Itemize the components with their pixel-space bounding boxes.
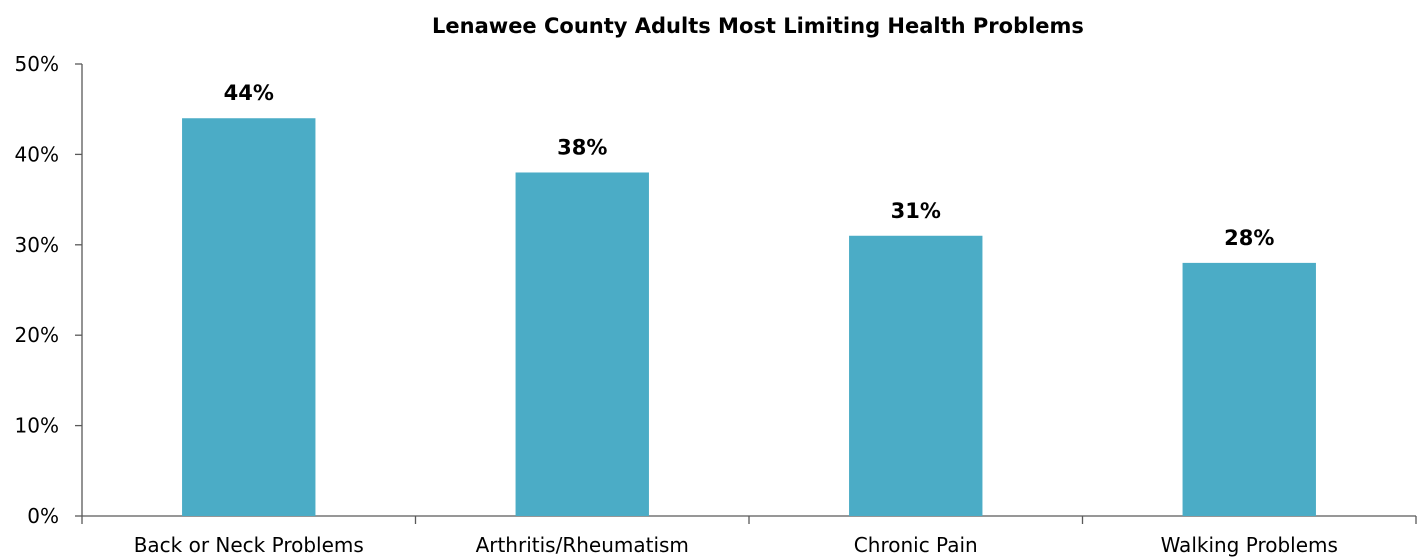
x-tick-label: Chronic Pain bbox=[854, 533, 978, 557]
y-tick-label: 40% bbox=[15, 142, 59, 166]
bar bbox=[515, 172, 649, 517]
y-axis: 0% 10% 20% 30% 40% 50% bbox=[15, 52, 83, 528]
y-tick-label: 30% bbox=[15, 233, 59, 257]
data-label: 38% bbox=[557, 135, 607, 159]
y-tick-label: 10% bbox=[15, 414, 59, 438]
data-label: 28% bbox=[1224, 226, 1274, 250]
chart-title: Lenawee County Adults Most Limiting Heal… bbox=[432, 14, 1084, 38]
bars: 44% 38% 31% 28% bbox=[182, 81, 1316, 517]
y-tick-label: 20% bbox=[15, 323, 59, 347]
x-tick-label: Arthritis/Rheumatism bbox=[476, 533, 689, 557]
x-tick-label: Walking Problems bbox=[1161, 533, 1338, 557]
bar bbox=[182, 118, 316, 517]
data-label: 31% bbox=[891, 199, 941, 223]
y-tick-label: 0% bbox=[27, 504, 59, 528]
bar bbox=[849, 235, 983, 516]
y-tick-label: 50% bbox=[15, 52, 59, 76]
x-tick-label: Back or Neck Problems bbox=[134, 533, 364, 557]
data-label: 44% bbox=[224, 81, 274, 105]
bar bbox=[1182, 262, 1316, 516]
x-axis: Back or Neck Problems Arthritis/Rheumatis… bbox=[81, 515, 1417, 557]
